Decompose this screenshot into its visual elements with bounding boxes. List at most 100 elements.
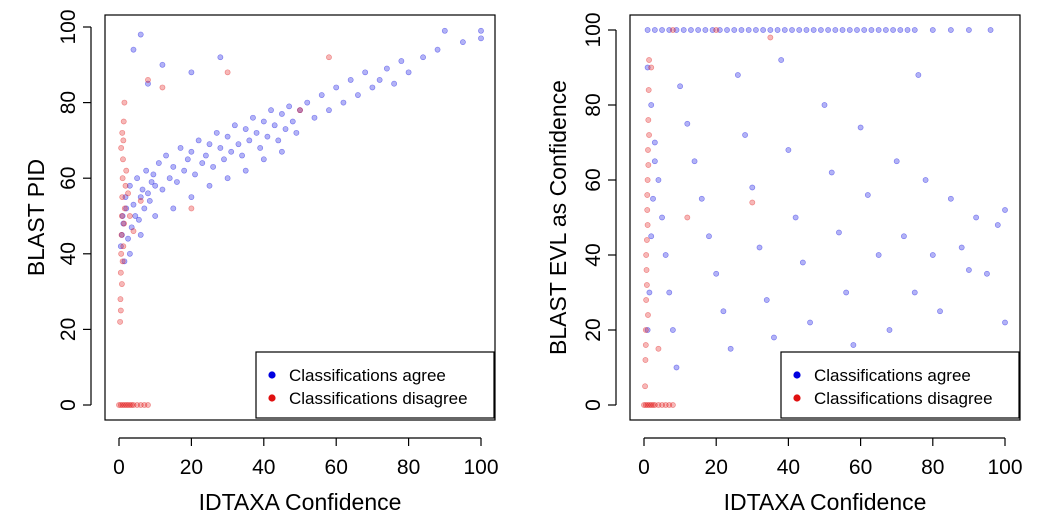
- disagree-point: [767, 34, 774, 41]
- agree-point: [984, 270, 990, 277]
- agree-point: [882, 27, 889, 33]
- disagree-point: [118, 250, 125, 257]
- agree-point: [155, 160, 162, 166]
- agree-point: [966, 27, 972, 33]
- agree-point: [662, 252, 669, 258]
- agree-point: [753, 27, 759, 33]
- agree-point: [868, 27, 875, 33]
- x-tick-label: 20: [705, 456, 728, 479]
- y-tick-label: 20: [582, 318, 605, 341]
- x-tick-label: 80: [397, 456, 420, 479]
- y-tick-label: 0: [57, 399, 80, 411]
- agree-point: [774, 27, 781, 33]
- agree-point: [771, 334, 777, 341]
- agree-point: [275, 137, 282, 144]
- agree-point: [734, 72, 741, 78]
- plot-frame: [104, 14, 496, 421]
- agree-point: [644, 64, 651, 71]
- agree-point: [702, 27, 709, 33]
- agree-point: [767, 27, 774, 33]
- legend-marker: [793, 394, 801, 402]
- disagree-point: [126, 213, 133, 219]
- disagree-point: [648, 402, 655, 408]
- disagree-point: [121, 402, 128, 408]
- y-tick-label: 80: [582, 93, 605, 116]
- agree-point: [673, 364, 680, 371]
- points-layer: [641, 27, 1008, 408]
- agree-point: [756, 244, 763, 251]
- agree-point: [192, 171, 198, 178]
- disagree-point: [645, 312, 651, 318]
- agree-point: [839, 27, 846, 33]
- disagree-point: [644, 177, 651, 183]
- points-layer: [116, 27, 484, 408]
- agree-point: [246, 137, 253, 144]
- agree-point: [695, 27, 702, 33]
- agree-point: [150, 171, 157, 178]
- agree-point: [937, 308, 943, 315]
- x-tick-label: 80: [921, 456, 944, 479]
- x-tick-label: 0: [113, 456, 125, 479]
- agree-point: [217, 145, 224, 151]
- agree-point: [369, 84, 376, 91]
- agree-point: [206, 141, 213, 148]
- disagree-point: [145, 77, 151, 83]
- disagree-point: [118, 145, 125, 151]
- plot-frame: [629, 14, 1021, 421]
- legend: Classifications agree Classifications dis…: [255, 351, 495, 419]
- agree-point: [720, 308, 727, 315]
- agree-point: [170, 163, 177, 170]
- agree-point: [318, 92, 325, 98]
- disagree-point: [141, 402, 148, 408]
- agree-point: [145, 190, 151, 197]
- y-tick-label: 100: [582, 12, 605, 47]
- x-axis-title: IDTAXA Confidence: [199, 489, 402, 515]
- agree-point: [763, 297, 770, 303]
- agree-point: [181, 167, 188, 174]
- agree-point: [854, 27, 860, 33]
- agree-point: [850, 342, 857, 348]
- disagree-point: [118, 281, 125, 287]
- x-tick-label: 100: [987, 456, 1022, 479]
- agree-point: [141, 205, 148, 212]
- agree-point: [242, 167, 249, 174]
- agree-point: [376, 77, 383, 83]
- agree-point: [441, 27, 448, 34]
- agree-point: [174, 179, 180, 185]
- disagree-point: [648, 64, 655, 71]
- agree-point: [159, 186, 166, 193]
- agree-point: [651, 139, 658, 146]
- agree-point: [383, 65, 390, 72]
- disagree-point: [643, 237, 650, 243]
- agree-point: [126, 182, 133, 189]
- agree-point: [125, 235, 131, 242]
- disagree-point: [642, 357, 649, 363]
- disagree-point: [224, 69, 231, 76]
- left-scatter-panel: 0 20 40 60 80 100 0 20 40 60 80 100 IDTAXA Confidenc…: [23, 9, 498, 515]
- disagree-point: [125, 402, 131, 408]
- agree-point: [792, 214, 799, 221]
- y-tick-label: 80: [57, 91, 80, 114]
- disagree-point: [645, 87, 652, 93]
- agree-point: [760, 27, 767, 33]
- agree-point: [137, 194, 144, 200]
- disagree-point: [655, 402, 662, 408]
- agree-point: [188, 69, 195, 76]
- legend-entry: Classifications disagree: [814, 389, 993, 408]
- agree-point: [897, 27, 904, 33]
- agree-point: [724, 27, 730, 33]
- legend-entry: Classifications disagree: [289, 389, 468, 408]
- agree-point: [890, 27, 896, 33]
- disagree-point: [118, 231, 125, 238]
- agree-point: [655, 177, 662, 183]
- agree-point: [886, 327, 893, 333]
- x-tick-label: 40: [252, 456, 275, 479]
- agree-point: [650, 195, 656, 202]
- disagree-point: [117, 269, 124, 276]
- agree-point: [904, 27, 911, 33]
- agree-point: [709, 27, 716, 33]
- disagree-point: [643, 252, 650, 258]
- disagree-point: [117, 318, 123, 325]
- disagree-point: [137, 402, 144, 408]
